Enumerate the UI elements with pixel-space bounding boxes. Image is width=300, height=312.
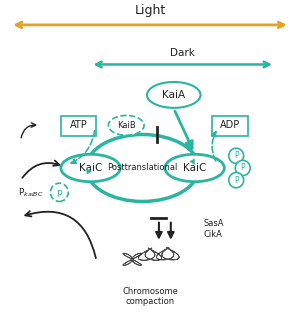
Text: P: P [234, 176, 238, 185]
FancyArrowPatch shape [25, 211, 96, 258]
Text: p: p [56, 188, 62, 197]
Ellipse shape [165, 154, 224, 182]
Text: Dark: Dark [170, 48, 195, 58]
Text: Chromosome
compaction: Chromosome compaction [122, 287, 178, 306]
FancyArrowPatch shape [21, 123, 36, 138]
Circle shape [229, 173, 244, 188]
Ellipse shape [147, 82, 200, 108]
Text: ATP: ATP [70, 120, 88, 130]
Text: KaiC: KaiC [79, 163, 102, 173]
FancyBboxPatch shape [212, 116, 248, 136]
Text: Posttranslational: Posttranslational [107, 163, 178, 173]
FancyArrowPatch shape [22, 160, 59, 178]
Text: KaiC: KaiC [183, 163, 206, 173]
Circle shape [50, 183, 68, 202]
Text: P: P [240, 163, 245, 173]
Ellipse shape [108, 115, 144, 135]
Text: KaiA: KaiA [162, 90, 185, 100]
Circle shape [229, 148, 244, 163]
Text: Light: Light [134, 4, 166, 17]
Text: KaiB: KaiB [117, 121, 136, 130]
Ellipse shape [61, 154, 120, 182]
Text: ADP: ADP [220, 120, 240, 130]
FancyBboxPatch shape [61, 116, 97, 136]
Text: P: P [234, 151, 238, 160]
Circle shape [235, 160, 250, 176]
Text: P$_{\mathit{kaiBC}}$: P$_{\mathit{kaiBC}}$ [18, 186, 43, 198]
Text: SasA
CikA: SasA CikA [203, 219, 224, 239]
